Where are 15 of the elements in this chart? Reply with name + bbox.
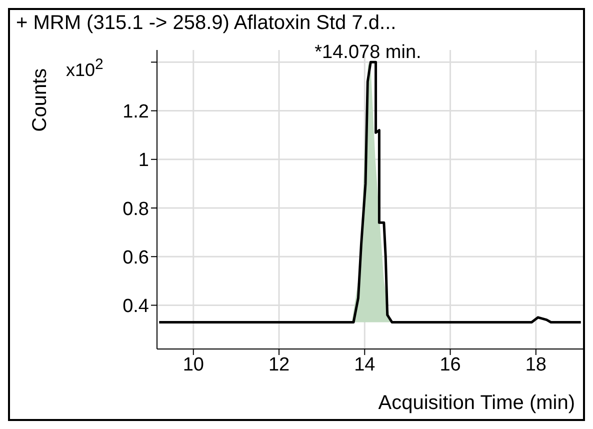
x-tick-label: 16 [440, 354, 461, 376]
x-tick-label: 12 [268, 354, 290, 376]
y-tick-label: 0.6 [122, 247, 149, 268]
y-tick-label: 0.8 [122, 198, 149, 220]
text: x10$^{2}$ [66, 56, 104, 81]
annotation: *14.078 min. [314, 42, 422, 64]
x-tick-label: 14 [354, 354, 376, 376]
y-axis-title: Counts [29, 68, 52, 132]
y-tick-label: 0.4 [122, 296, 150, 317]
y-tick-label: 1.2 [122, 102, 149, 123]
x-tick-label: 10 [182, 354, 204, 376]
chart-title: + MRM (315.1 -> 258.9) Aflatoxin Std 7.d... [16, 12, 396, 35]
x-axis-title: Acquisition Time (min) [378, 392, 575, 414]
y-tick-label: 1 [138, 150, 149, 172]
x-tick-label: 18 [525, 354, 546, 376]
